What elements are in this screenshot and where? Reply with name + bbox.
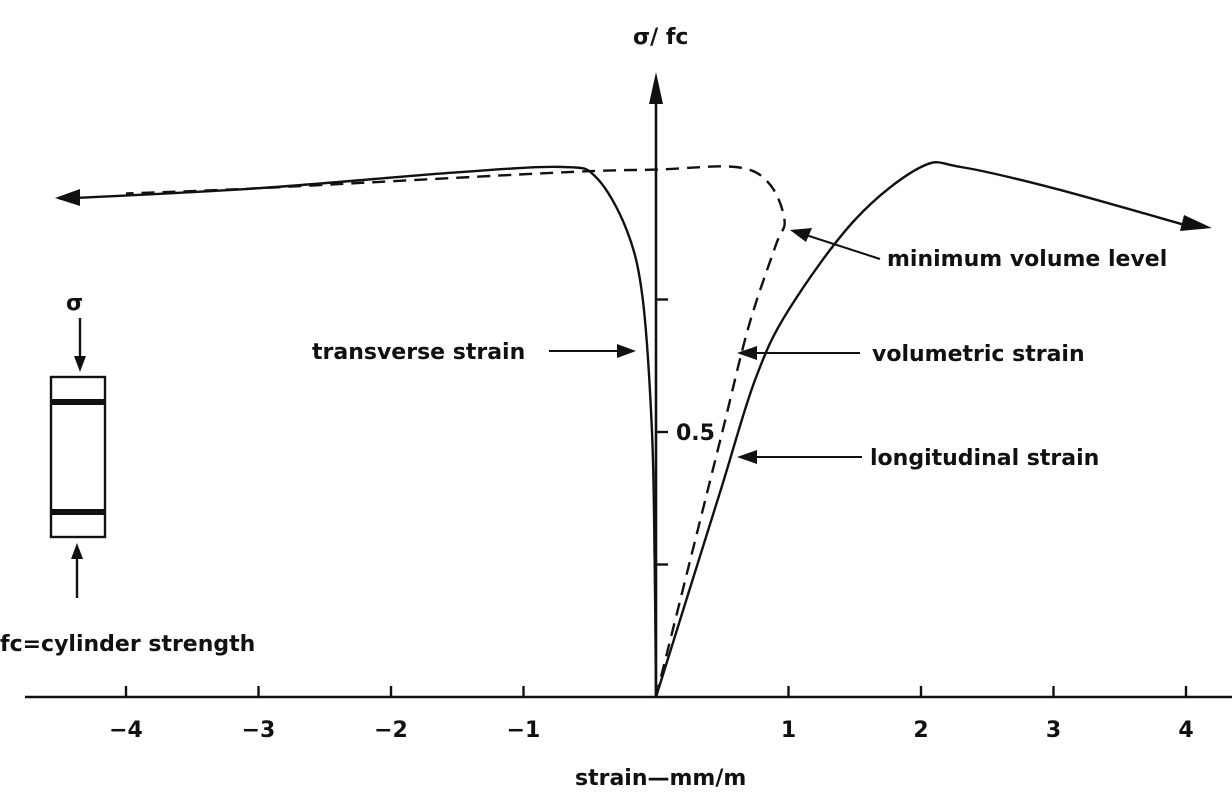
cylinder-specimen xyxy=(49,375,107,539)
curve-volumetric-strain xyxy=(125,165,786,698)
cylinder-strength-note: fc=cylinder strength xyxy=(0,632,255,657)
curve-transverse-strain xyxy=(59,165,658,698)
x-tick-label: 1 xyxy=(781,718,796,743)
annotation-volumetric-strain: volumetric strain xyxy=(872,342,1085,367)
x-tick-label: −3 xyxy=(242,718,276,743)
x-tick-label: 2 xyxy=(913,718,928,743)
curves xyxy=(59,161,1187,698)
x-tick-label: 3 xyxy=(1046,718,1061,743)
specimen-sketch: σ xyxy=(49,291,107,598)
specimen-stress-symbol: σ xyxy=(66,291,83,316)
x-ticks: −4 −3 −2 −1 1 2 3 4 xyxy=(109,686,1194,743)
transverse-curve-arrowhead xyxy=(55,189,80,206)
min-volume-pointer xyxy=(790,228,881,260)
x-axis-label: strain—mm/m xyxy=(575,766,746,791)
transverse-pointer xyxy=(549,344,636,358)
specimen-cap-bottom xyxy=(51,509,105,515)
annotation-longitudinal-strain: longitudinal strain xyxy=(870,446,1099,471)
curve-longitudinal-strain xyxy=(654,161,1187,698)
x-tick-label: 4 xyxy=(1178,718,1193,743)
annotation-minimum-volume: minimum volume level xyxy=(887,247,1167,272)
y-ticks: 0.5 xyxy=(656,298,715,566)
y-axis-arrow xyxy=(649,72,663,104)
y-tick-label: 0.5 xyxy=(676,421,715,446)
annotation-transverse-strain: transverse strain xyxy=(312,340,525,365)
longitudinal-pointer xyxy=(737,450,862,464)
x-tick-label: −1 xyxy=(507,718,541,743)
x-tick-label: −2 xyxy=(374,718,408,743)
specimen-cap-top xyxy=(51,399,105,405)
y-axis-label: σ/ fc xyxy=(633,25,688,50)
longitudinal-curve-arrowhead xyxy=(1180,215,1212,231)
x-tick-label: −4 xyxy=(109,718,143,743)
volumetric-pointer xyxy=(737,346,860,360)
